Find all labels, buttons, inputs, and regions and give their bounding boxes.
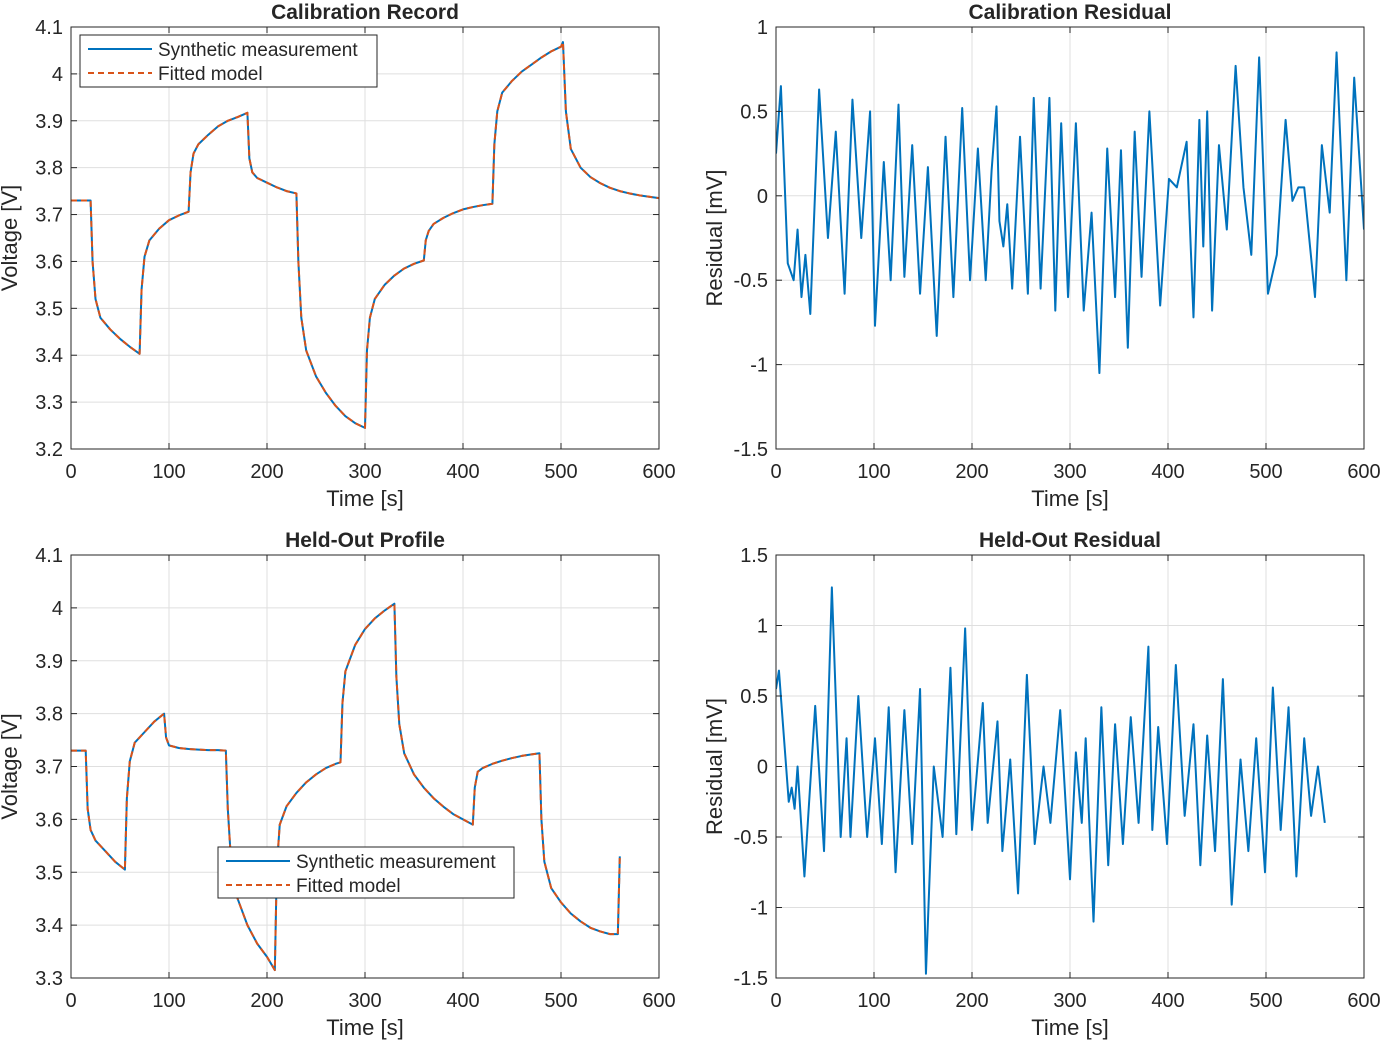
y-axis-label: Voltage [V] — [0, 713, 22, 819]
x-tick-label: 100 — [152, 461, 185, 483]
y-axis-label: Residual [mV] — [702, 170, 727, 307]
y-tick-label: 0.5 — [740, 101, 768, 123]
y-tick-label: -1 — [750, 355, 768, 377]
chart-panel-2: 0 100 200 300 400 500 600 -1.5 -1 -0.5 0 0.5 1 Calibr… — [702, 1, 1381, 511]
y-tick-label: 3.5 — [35, 298, 63, 320]
y-tick-label: 0.5 — [740, 686, 768, 708]
x-tick-label: 300 — [1053, 461, 1086, 483]
y-tick-label: 3.3 — [35, 968, 63, 990]
y-tick-label: 3.5 — [35, 862, 63, 884]
y-tick-label: 3.4 — [35, 345, 63, 367]
x-tick-label: 200 — [250, 461, 283, 483]
legend: Synthetic measurement Fitted model — [79, 34, 378, 88]
x-tick-label: 600 — [1347, 990, 1380, 1012]
legend-box — [79, 34, 378, 88]
x-tick-label: 200 — [955, 461, 988, 483]
x-tick-label: 100 — [152, 990, 185, 1012]
y-tick-label: 3.3 — [35, 392, 63, 414]
y-tick-label: 3.6 — [35, 251, 63, 273]
series-group — [776, 51, 1364, 375]
x-tick-label: 500 — [544, 461, 577, 483]
residual-line — [776, 586, 1326, 975]
x-tick-label: 400 — [1151, 461, 1184, 483]
legend-label: Fitted model — [296, 876, 401, 897]
y-tick-label: 3.6 — [35, 809, 63, 831]
x-tick-label: 600 — [642, 461, 675, 483]
y-tick-label: 1 — [757, 616, 768, 638]
residual-line — [776, 51, 1364, 375]
chart-title: Held-Out Profile — [285, 529, 445, 552]
y-tick-label: 3.7 — [35, 205, 63, 227]
y-tick-label: -1.5 — [734, 968, 768, 990]
fitted-model-line — [71, 41, 659, 429]
y-tick-label: 0 — [757, 757, 768, 779]
x-axis-label: Time [s] — [326, 1015, 403, 1040]
x-tick-label: 300 — [1053, 990, 1086, 1012]
x-tick-label: 500 — [544, 990, 577, 1012]
legend-label: Synthetic measurement — [158, 40, 358, 61]
chart-title: Calibration Residual — [968, 1, 1171, 24]
chart-panel-1: 0 100 200 300 400 500 600 3.2 3.3 3.4 3.5 3.6 3.7 3.8… — [0, 1, 676, 511]
y-tick-label: 3.7 — [35, 757, 63, 779]
x-tick-label: 0 — [65, 990, 76, 1012]
legend-box — [217, 846, 515, 899]
x-tick-label: 400 — [1151, 990, 1184, 1012]
x-tick-label: 200 — [250, 990, 283, 1012]
x-tick-label: 0 — [770, 990, 781, 1012]
y-tick-label: 4 — [52, 598, 63, 620]
x-tick-label: 400 — [446, 990, 479, 1012]
x-tick-label: 500 — [1249, 990, 1282, 1012]
legend-label: Synthetic measurement — [296, 852, 496, 873]
x-axis-label: Time [s] — [1031, 486, 1108, 511]
x-axis-label: Time [s] — [326, 486, 403, 511]
x-tick-label: 300 — [348, 461, 381, 483]
y-tick-label: 3.8 — [35, 158, 63, 180]
y-tick-label: 3.9 — [35, 651, 63, 673]
y-tick-label: -0.5 — [734, 270, 768, 292]
y-axis-label: Residual [mV] — [702, 698, 727, 835]
y-tick-label: 3.2 — [35, 439, 63, 461]
legend: Synthetic measurement Fitted model — [217, 846, 515, 899]
y-tick-label: 3.9 — [35, 111, 63, 133]
x-tick-label: 100 — [857, 461, 890, 483]
x-tick-label: 400 — [446, 461, 479, 483]
x-tick-label: 0 — [65, 461, 76, 483]
y-tick-label: -1.5 — [734, 439, 768, 461]
fitted-model-line — [71, 602, 621, 972]
chart-panel-4: 0 100 200 300 400 500 600 -1.5 -1 -0.5 0 0.5 1 1.5 Hel… — [702, 529, 1381, 1040]
series-group — [71, 602, 621, 972]
y-tick-label: 4 — [52, 64, 63, 86]
y-tick-label: 1.5 — [740, 545, 768, 567]
chart-title: Calibration Record — [271, 1, 459, 24]
x-tick-label: 0 — [770, 461, 781, 483]
chart-title: Held-Out Residual — [979, 529, 1161, 552]
legend-label: Fitted model — [158, 64, 263, 85]
x-tick-label: 600 — [1347, 461, 1380, 483]
x-tick-label: 600 — [642, 990, 675, 1012]
y-axis-label: Voltage [V] — [0, 185, 22, 291]
chart-panel-3: 0 100 200 300 400 500 600 3.3 3.4 3.5 3.6 3.7 3.8 3.9… — [0, 529, 676, 1040]
x-tick-label: 300 — [348, 990, 381, 1012]
y-tick-label: 3.8 — [35, 704, 63, 726]
y-tick-label: -1 — [750, 898, 768, 920]
y-tick-label: 3.4 — [35, 915, 63, 937]
x-axis-label: Time [s] — [1031, 1015, 1108, 1040]
series-group — [71, 41, 659, 429]
y-tick-label: 4.1 — [35, 545, 63, 567]
y-tick-label: 1 — [757, 17, 768, 39]
y-tick-label: 0 — [757, 186, 768, 208]
x-tick-label: 100 — [857, 990, 890, 1012]
series-group — [776, 586, 1326, 975]
x-tick-label: 500 — [1249, 461, 1282, 483]
y-tick-label: -0.5 — [734, 827, 768, 849]
y-tick-label: 4.1 — [35, 17, 63, 39]
x-tick-label: 200 — [955, 990, 988, 1012]
